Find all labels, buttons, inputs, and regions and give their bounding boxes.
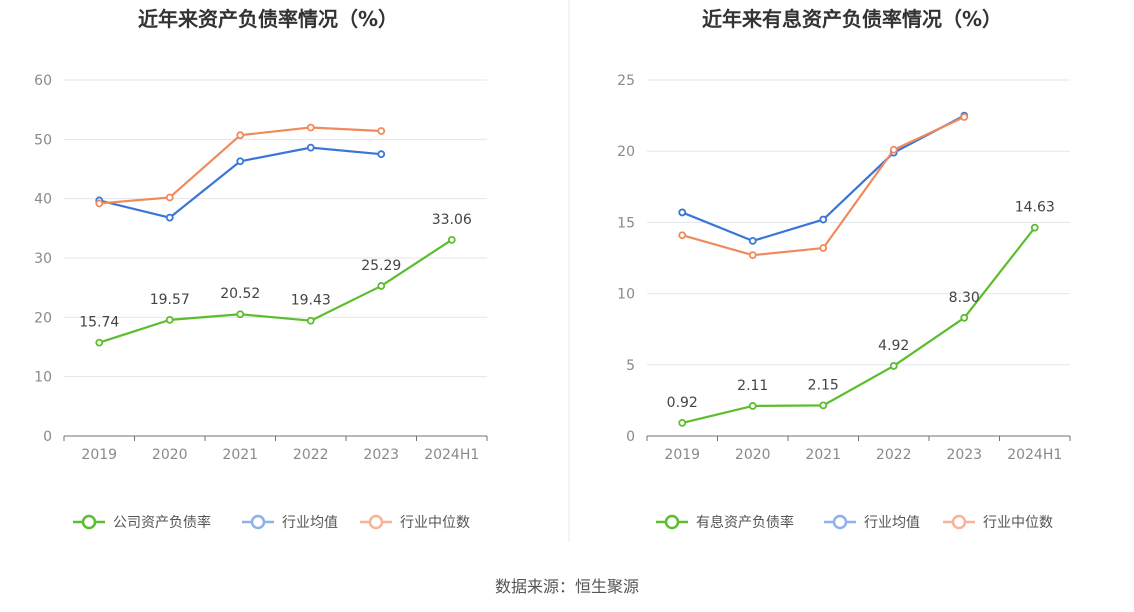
data-point[interactable] — [678, 231, 687, 240]
series-3 — [95, 123, 386, 208]
data-point[interactable] — [960, 113, 969, 121]
data-label: 4.92 — [878, 338, 909, 354]
data-point[interactable] — [447, 235, 456, 244]
data-point[interactable] — [165, 213, 174, 222]
legend-item-3[interactable]: 行业中位数 — [943, 514, 1053, 531]
legend-marker — [832, 514, 848, 530]
y-tick-label: 0 — [626, 429, 635, 445]
data-point[interactable] — [748, 251, 757, 260]
x-tick-label: 2020 — [152, 447, 188, 463]
data-point[interactable] — [748, 237, 757, 245]
x-tick-label: 2023 — [363, 447, 399, 463]
legend-label: 有息资产负债率 — [696, 514, 794, 531]
legend-label: 行业中位数 — [983, 515, 1053, 531]
data-point[interactable] — [819, 244, 828, 252]
data-point[interactable] — [306, 316, 315, 325]
legend-label: 公司资产负债率 — [113, 514, 211, 531]
series-1: 0.92 2.11 2.15 4.92 8.30 14.63 — [667, 200, 1055, 427]
x-tick-label: 2019 — [664, 447, 700, 463]
data-point[interactable] — [306, 143, 315, 152]
legend-item-2[interactable]: 行业均值 — [824, 514, 920, 531]
legend-marker — [250, 514, 266, 530]
y-tick-label: 0 — [43, 429, 52, 445]
y-tick-label: 60 — [34, 73, 52, 89]
data-label: 0.92 — [667, 395, 698, 411]
data-point[interactable] — [678, 418, 687, 427]
legend-item-1[interactable]: 公司资产负债率 — [73, 514, 211, 531]
y-tick-label: 30 — [34, 251, 52, 267]
data-point[interactable] — [889, 362, 898, 370]
data-point[interactable] — [95, 338, 104, 347]
x-tick-label: 2021 — [805, 447, 841, 463]
legend-item-1[interactable]: 有息资产负债率 — [656, 514, 794, 531]
y-tick-label: 40 — [34, 192, 52, 208]
data-label: 8.30 — [949, 290, 980, 306]
data-point[interactable] — [165, 315, 174, 324]
legend-marker — [951, 514, 967, 530]
series-line — [681, 116, 965, 257]
data-label: 14.63 — [1015, 200, 1055, 216]
data-label: 25.29 — [361, 258, 401, 274]
data-label: 33.06 — [432, 212, 472, 228]
series-2 — [95, 143, 386, 222]
legend-marker — [81, 514, 97, 530]
data-point[interactable] — [819, 401, 828, 410]
source-note: 数据来源：恒生聚源 — [495, 577, 639, 596]
series-line — [681, 226, 1036, 424]
data-point[interactable] — [236, 131, 245, 140]
data-label: 15.74 — [79, 315, 119, 331]
legend-label: 行业中位数 — [400, 515, 470, 531]
x-tick-label: 2024H1 — [424, 447, 479, 463]
data-point[interactable] — [377, 150, 386, 159]
data-label: 2.11 — [737, 378, 768, 394]
y-tick-label: 20 — [617, 144, 635, 160]
legend-marker — [664, 514, 680, 530]
x-tick-label: 2024H1 — [1007, 447, 1062, 463]
chart-panel-1: 近年来资产负债率情况（%） 0 10 20 30 40 50 60 2019 2020 2021 20… — [34, 7, 488, 531]
chart-panel-2: 近年来有息资产负债率情况（%） 0 5 10 15 20 25 2019 2020 2021 202… — [617, 7, 1071, 531]
y-tick-label: 15 — [617, 215, 635, 231]
data-point[interactable] — [960, 313, 969, 322]
data-point[interactable] — [678, 208, 687, 217]
data-point[interactable] — [819, 215, 828, 224]
series-line — [98, 238, 453, 344]
data-point[interactable] — [377, 282, 386, 290]
y-tick-label: 5 — [626, 358, 635, 374]
chart-title: 近年来有息资产负债率情况（%） — [702, 7, 1002, 31]
y-tick-label: 25 — [617, 73, 635, 89]
x-tick-label: 2020 — [735, 447, 771, 463]
data-label: 19.57 — [150, 292, 190, 308]
data-point[interactable] — [1030, 223, 1039, 232]
data-point[interactable] — [306, 123, 315, 132]
legend-item-2[interactable]: 行业均值 — [242, 514, 338, 531]
legend-item-3[interactable]: 行业中位数 — [360, 514, 470, 531]
data-point[interactable] — [95, 199, 104, 208]
y-tick-label: 10 — [34, 370, 52, 386]
data-point[interactable] — [236, 310, 245, 319]
data-point[interactable] — [889, 145, 898, 154]
data-label: 19.43 — [291, 293, 331, 309]
data-point[interactable] — [165, 193, 174, 202]
x-tick-label: 2023 — [946, 447, 982, 463]
y-tick-label: 50 — [34, 132, 52, 148]
x-tick-label: 2019 — [81, 447, 117, 463]
series-1: 15.74 19.57 20.52 19.43 25.29 33.06 — [79, 212, 472, 347]
series-3 — [678, 113, 969, 260]
data-label: 2.15 — [808, 377, 839, 393]
series-2 — [678, 111, 969, 245]
legend-label: 行业均值 — [864, 515, 920, 531]
data-point[interactable] — [236, 157, 245, 166]
x-tick-label: 2022 — [293, 447, 329, 463]
chart-title: 近年来资产负债率情况（%） — [138, 7, 398, 31]
data-point[interactable] — [748, 402, 757, 410]
y-tick-label: 10 — [617, 287, 635, 303]
legend-marker — [368, 514, 384, 530]
data-label: 20.52 — [220, 286, 260, 302]
y-tick-label: 20 — [34, 310, 52, 326]
x-tick-label: 2021 — [222, 447, 258, 463]
legend-label: 行业均值 — [282, 515, 338, 531]
data-point[interactable] — [377, 127, 386, 135]
x-tick-label: 2022 — [876, 447, 912, 463]
